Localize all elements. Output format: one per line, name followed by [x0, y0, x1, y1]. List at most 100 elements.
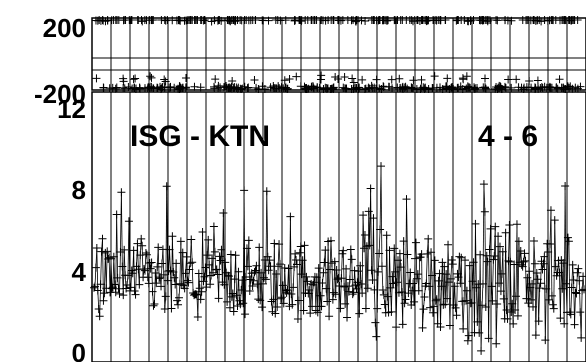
bottom-trace-segment-33	[123, 249, 126, 276]
top-point-s1-247	[269, 82, 278, 91]
top-point-s0-238	[184, 16, 193, 24]
bottom-trace-segment-43	[133, 250, 135, 292]
top-point-s1-194	[190, 82, 199, 91]
top-point-s2-28	[358, 75, 367, 84]
bottom-trace-segment-458	[525, 260, 527, 299]
top-point-s2-33	[555, 75, 564, 84]
bottom-trace-segment-263	[340, 253, 343, 279]
bottom-trace-segment-138	[222, 213, 225, 285]
bottom-trace-segment-142	[226, 275, 229, 302]
station-pair-annotation: ISG - KTN	[130, 120, 270, 153]
top-point-s0-178	[281, 16, 290, 25]
bottom-trace-segment-84	[171, 236, 174, 272]
bottom-trace-segment-340	[413, 258, 416, 302]
bottom-trace-segment-314	[389, 250, 391, 288]
top-point-s1-162	[545, 82, 554, 91]
bottom-trace-segment-38	[128, 221, 131, 291]
top-point-s1-254	[456, 82, 465, 91]
bottom-trace-segment-294	[370, 188, 372, 271]
top-point-s2-13	[161, 77, 170, 86]
top-point-s0-225	[564, 16, 573, 24]
top-point-s1-187	[545, 83, 554, 92]
top-point-s1-128	[243, 84, 252, 93]
bottom-panel-gridlines	[110, 92, 568, 362]
bottom-trace-segment-195	[276, 266, 279, 308]
bottom-trace-segment-65	[154, 272, 156, 305]
top-point-s2-18	[92, 74, 101, 83]
bottom-trace-segment-49	[138, 255, 141, 285]
y-tick-label-12: 12	[57, 94, 86, 124]
bottom-point-504	[565, 308, 574, 317]
bottom-trace-segment-74	[162, 249, 165, 275]
bottom-trace-segment-298	[374, 289, 376, 323]
bottom-trace-segment-269	[346, 286, 349, 318]
top-point-s2-2	[280, 76, 289, 85]
bottom-trace-segment-416	[485, 255, 488, 307]
top-point-s1-248	[323, 84, 332, 93]
top-point-s0-171	[200, 16, 209, 24]
y-tick-label-0: 0	[72, 338, 86, 362]
bottom-trace-segment-502	[566, 237, 569, 313]
bottom-trace-segment-88	[175, 263, 178, 301]
bottom-trace-segment-161	[244, 277, 247, 315]
top-point-s2-3	[292, 72, 301, 81]
bottom-trace-segment-427	[495, 303, 498, 344]
top-point-s1-101	[385, 82, 394, 91]
top-point-s1-112	[481, 84, 490, 93]
bottom-trace-segment-326	[400, 267, 403, 293]
top-point-s1-235	[494, 83, 503, 92]
y-tick-label-200: 200	[43, 13, 86, 43]
bottom-trace-segment-95	[182, 252, 185, 286]
bottom-trace-segment-488	[553, 220, 556, 309]
bottom-point-218	[295, 248, 304, 257]
bottom-trace-segment-313	[388, 250, 390, 313]
top-point-s1-189	[379, 82, 388, 91]
top-point-s2-26	[334, 75, 343, 84]
top-point-s0-258	[436, 16, 445, 24]
bottom-trace-segment-321	[395, 282, 398, 328]
bottom-trace-segment-160	[243, 190, 246, 315]
top-point-s0-194	[351, 17, 360, 26]
top-point-s1-255	[400, 83, 409, 92]
bottom-trace-segment-316	[390, 276, 393, 312]
top-point-s0-167	[207, 17, 216, 26]
top-point-s2-27	[146, 72, 155, 81]
bottom-trace-segment-357	[429, 252, 432, 308]
bottom-trace-segment-151	[235, 255, 237, 296]
bottom-trace-segment-390	[460, 257, 463, 302]
top-point-s2-10	[430, 72, 439, 81]
bottom-trace-segment-500	[564, 185, 567, 284]
top-point-s1-245	[471, 84, 480, 93]
top-point-s2-15	[131, 74, 140, 83]
bottom-trace-segment-184	[266, 191, 269, 257]
top-panel-points	[91, 16, 585, 93]
bottom-trace-segment-22	[113, 256, 116, 285]
top-point-s0-156	[157, 16, 166, 24]
top-point-s1-250	[135, 83, 144, 92]
bottom-trace-segment-111	[197, 273, 200, 318]
bottom-point-69	[155, 274, 164, 283]
bottom-trace-segment-353	[425, 253, 428, 284]
top-point-s1-218	[308, 82, 317, 91]
bottom-trace-segment-122	[207, 239, 210, 265]
top-point-s2-1	[387, 75, 396, 84]
bottom-trace-segment-434	[502, 251, 505, 299]
bottom-trace-segment-398	[468, 265, 471, 336]
top-point-s2-7	[443, 74, 452, 83]
bottom-trace-segment-30	[120, 192, 123, 267]
bottom-trace-segment-423	[492, 259, 494, 301]
top-point-s0-163	[258, 16, 267, 25]
bottom-trace-segment-414	[483, 184, 486, 212]
top-panel-reference-lines	[92, 57, 586, 71]
top-point-s0-234	[558, 16, 567, 24]
top-point-s0-118	[452, 16, 461, 25]
top-panel-gridlines	[110, 18, 568, 90]
y-tick-label-8: 8	[72, 175, 86, 205]
top-point-s2-29	[409, 76, 418, 85]
bottom-trace-segment-355	[427, 238, 430, 287]
top-point-s0-177	[225, 16, 234, 24]
top-point-s1-210	[442, 84, 451, 93]
bottom-trace-segment-368	[440, 286, 442, 328]
bottom-trace-segment-517	[580, 290, 583, 338]
top-point-s2-0	[349, 78, 358, 87]
